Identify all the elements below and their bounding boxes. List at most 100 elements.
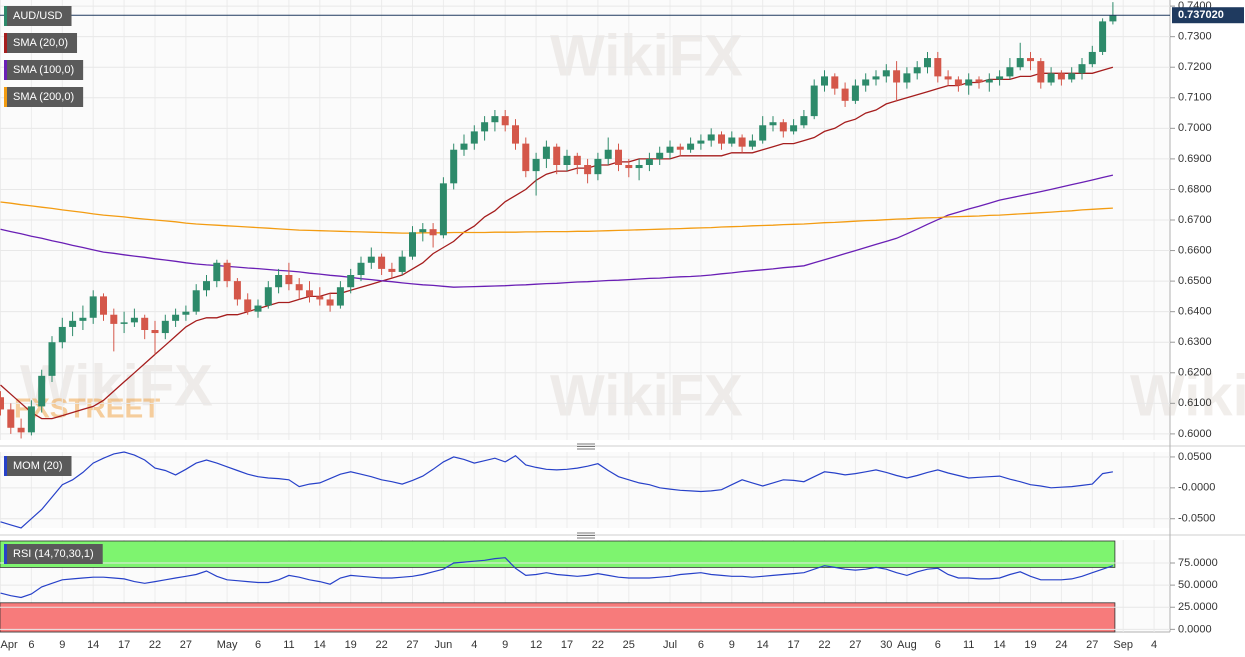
x-tick-label: 17	[561, 639, 573, 651]
x-tick-label: 9	[729, 639, 735, 651]
legend-swatch	[4, 60, 7, 80]
candle-body	[130, 317, 138, 323]
x-tick-label: Sep	[1113, 639, 1133, 651]
legend-box	[4, 33, 78, 53]
candle-body	[367, 256, 375, 263]
candle-body	[172, 314, 180, 321]
candle-body	[625, 165, 633, 169]
candle-body	[419, 229, 427, 233]
legend-item: SMA (100,0)	[4, 60, 84, 80]
candle-body	[1016, 58, 1024, 68]
candle-body	[233, 281, 241, 300]
candle-body	[882, 70, 890, 77]
candle-body	[27, 406, 35, 433]
watermark: WikiFX	[550, 363, 743, 428]
x-tick-label: 11	[283, 639, 294, 651]
legend-item: SMA (20,0)	[4, 33, 78, 53]
y-tick-label: 0.6700	[1178, 214, 1212, 226]
candle-body	[1068, 73, 1076, 80]
candle-body	[69, 320, 77, 327]
candle-body	[460, 143, 468, 150]
candle-body	[687, 143, 695, 150]
x-tick-label: 27	[1086, 639, 1098, 651]
candle-body	[512, 125, 519, 144]
candle-body	[831, 76, 839, 89]
candle-body	[0, 397, 4, 410]
candle-body	[38, 375, 46, 407]
candle-body	[996, 76, 1004, 80]
candle-body	[110, 314, 118, 324]
y-tick-label: 0.0500	[1178, 451, 1212, 463]
candle-body	[697, 140, 705, 144]
legend-swatch	[4, 33, 7, 53]
x-tick-label: 9	[502, 639, 508, 651]
y-tick-label: 0.6200	[1178, 367, 1212, 379]
candle-body	[1057, 73, 1065, 80]
y-tick-label: -0.0000	[1178, 482, 1215, 494]
candle-body	[439, 183, 447, 236]
resize-handle[interactable]	[577, 443, 595, 450]
candle-body	[985, 79, 993, 83]
candle-body	[573, 155, 581, 165]
legend-box	[4, 60, 84, 80]
candle-body	[872, 76, 880, 80]
candle-body	[275, 275, 283, 288]
candle-body	[841, 88, 849, 101]
candle-body	[378, 256, 386, 269]
y-tick-label: 0.6300	[1178, 336, 1212, 348]
legend-swatch	[4, 87, 7, 107]
x-tick-label: 11	[963, 639, 974, 651]
y-tick-label: 75.0000	[1178, 557, 1218, 569]
x-tick-label: 22	[818, 639, 830, 651]
candle-body	[728, 137, 736, 144]
x-tick-label: 14	[314, 639, 326, 651]
candle-body	[1099, 21, 1107, 52]
x-tick-label: 6	[698, 639, 704, 651]
candle-body	[707, 134, 715, 141]
mom-panel	[0, 452, 1170, 528]
candle-body	[192, 290, 200, 312]
legend-label: RSI (14,70,30,1)	[13, 548, 94, 560]
candle-body	[748, 140, 756, 147]
candle-body	[615, 149, 622, 165]
y-tick-label: -0.0500	[1178, 513, 1215, 525]
candle-body	[738, 137, 746, 147]
watermark: WikiFX	[1130, 363, 1245, 428]
candle-body	[645, 158, 653, 165]
candle-body	[203, 281, 210, 291]
candle-body	[7, 409, 15, 428]
x-tick-label: 6	[255, 639, 261, 651]
x-tick-label: 22	[375, 639, 387, 651]
candle-body	[151, 330, 159, 334]
x-tick-label: Jul	[663, 639, 677, 651]
candle-body	[141, 317, 149, 330]
x-tick-label: 30	[880, 639, 892, 651]
candle-body	[924, 58, 931, 68]
x-tick-label: Apr	[1, 639, 18, 651]
y-tick-label: 0.7000	[1178, 122, 1212, 134]
candle-body	[254, 305, 262, 312]
candle-body	[594, 158, 602, 175]
candle-body	[213, 262, 221, 282]
candle-body	[1027, 58, 1034, 62]
candle-body	[718, 134, 725, 144]
candle-body	[306, 290, 313, 297]
x-tick-label: 27	[849, 639, 861, 651]
candle-body	[244, 299, 252, 312]
candle-body	[563, 155, 571, 165]
x-tick-label: 4	[471, 639, 477, 651]
candle-body	[965, 79, 973, 86]
x-tick-label: Aug	[897, 639, 917, 651]
y-tick-label: 25.0000	[1178, 601, 1218, 613]
candle-body	[58, 326, 66, 343]
x-tick-label: 27	[406, 639, 418, 651]
resize-handle[interactable]	[577, 532, 595, 539]
x-tick-label: 19	[1024, 639, 1036, 651]
candle-body	[481, 122, 489, 132]
x-tick-label: 4	[1151, 639, 1157, 651]
candle-body	[48, 342, 56, 376]
candle-body	[470, 131, 478, 144]
x-tick-label: Jun	[435, 639, 453, 651]
candle-body	[656, 152, 664, 159]
